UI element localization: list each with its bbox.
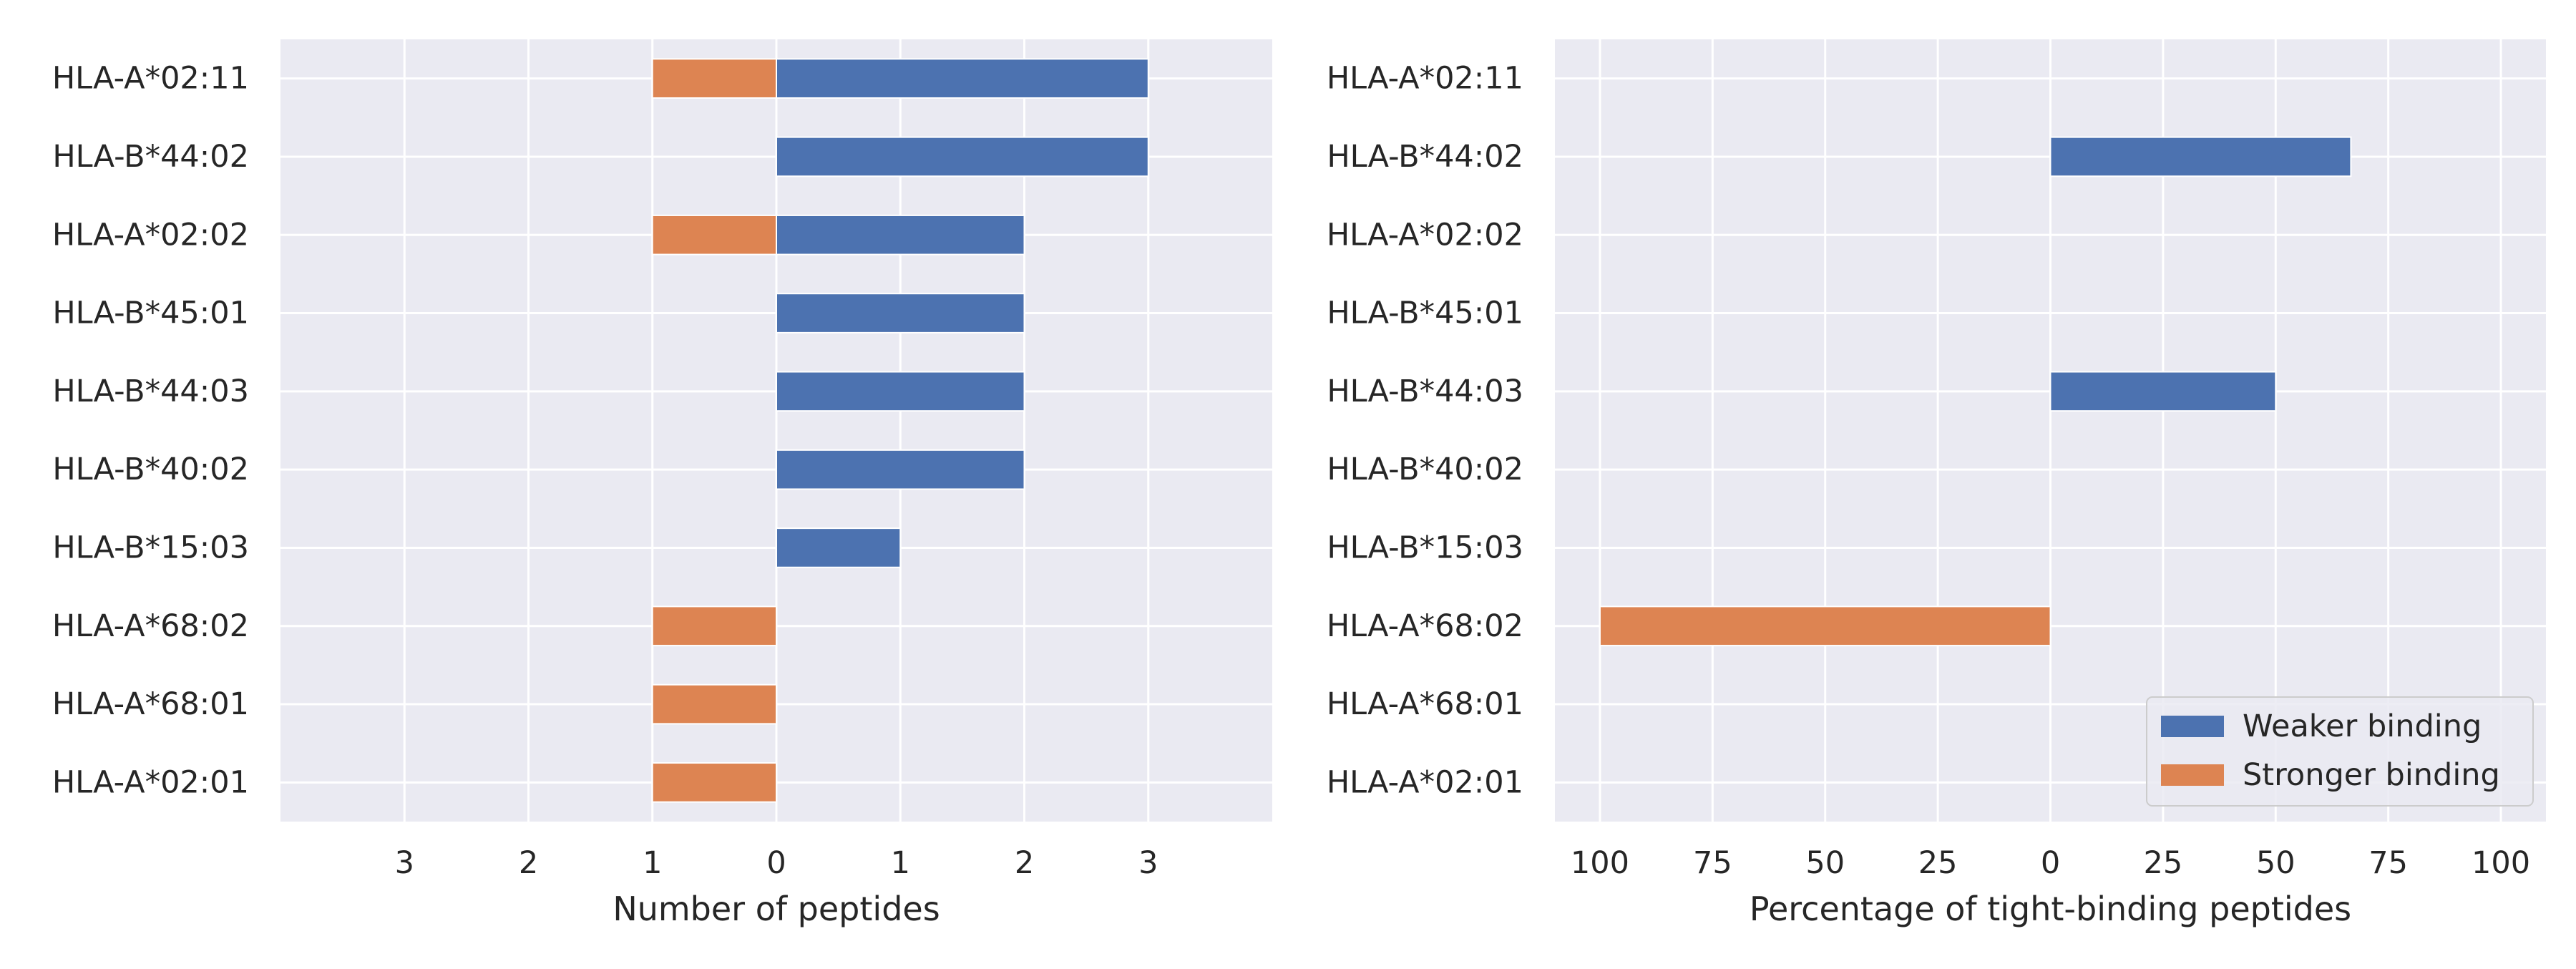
weaker-binding-bar	[2049, 136, 2352, 177]
legend-swatch	[2161, 716, 2224, 737]
y-tick-label: HLA-A*02:02	[52, 217, 249, 253]
x-tick-label: 50	[2256, 845, 2296, 881]
y-tick-label: HLA-B*44:02	[52, 139, 249, 175]
x-axis-label: Number of peptides	[613, 890, 940, 928]
x-tick-label: 100	[2472, 845, 2530, 881]
y-tick-label: HLA-A*02:11	[52, 61, 249, 97]
x-tick-label: 2	[519, 845, 538, 881]
y-tick-label: HLA-A*68:01	[1327, 686, 1523, 722]
weaker-binding-bar	[776, 293, 1025, 333]
x-tick-label: 25	[2144, 845, 2183, 881]
x-axis-label: Percentage of tight-binding peptides	[1750, 890, 2351, 928]
legend: Weaker binding Stronger binding	[2146, 696, 2534, 807]
weaker-binding-bar	[776, 449, 1025, 490]
y-tick-label: HLA-B*44:03	[52, 374, 249, 409]
y-tick-label: HLA-A*02:01	[1327, 764, 1523, 800]
stronger-binding-bar	[651, 58, 777, 99]
stronger-binding-bar	[651, 605, 777, 647]
legend-label: Weaker binding	[2243, 709, 2482, 744]
weaker-binding-bar	[776, 371, 1025, 412]
left-chart-panel: HLA-A*02:11 HLA-B*44:02 HLA-A*02:02 HLA-B*4…	[52, 39, 1272, 928]
weaker-binding-bar	[776, 527, 902, 568]
y-tick-label: HLA-A*02:01	[52, 764, 249, 800]
right-chart-panel: HLA-A*02:11 HLA-B*44:02 HLA-A*02:02 HLA-B*4…	[1327, 39, 2546, 928]
weaker-binding-bar	[776, 136, 1149, 177]
y-tick-label: HLA-B*40:02	[52, 452, 249, 487]
y-tick-label: HLA-B*40:02	[1327, 452, 1523, 487]
x-tick-label: 75	[2368, 845, 2408, 881]
x-tick-label: 1	[643, 845, 662, 881]
x-tick-label: 3	[1138, 845, 1158, 881]
y-tick-label: HLA-B*15:03	[52, 530, 249, 565]
x-tick-label: 50	[1805, 845, 1845, 881]
legend-label: Stronger binding	[2243, 757, 2500, 793]
x-tick-label: 0	[766, 845, 786, 881]
stronger-binding-bar	[651, 214, 777, 255]
y-tick-label: HLA-A*68:02	[52, 608, 249, 644]
x-tick-label: 2	[1015, 845, 1034, 881]
weaker-binding-bar	[2049, 371, 2277, 412]
y-tick-label: HLA-A*02:11	[1327, 61, 1523, 97]
y-tick-label: HLA-B*45:01	[1327, 296, 1523, 331]
legend-swatch	[2161, 764, 2224, 786]
stronger-binding-bar	[651, 762, 777, 803]
x-tick-label: 75	[1693, 845, 1732, 881]
x-tick-label: 100	[1571, 845, 1629, 881]
stronger-binding-bar	[651, 683, 777, 725]
y-tick-label: HLA-A*02:02	[1327, 217, 1523, 253]
y-tick-label: HLA-A*68:01	[52, 686, 249, 722]
y-tick-label: HLA-B*45:01	[52, 296, 249, 331]
legend-box	[2146, 696, 2534, 807]
x-tick-label: 3	[395, 845, 414, 881]
weaker-binding-bar	[776, 214, 1025, 255]
y-tick-label: HLA-B*44:03	[1327, 374, 1523, 409]
y-tick-label: HLA-B*44:02	[1327, 139, 1523, 175]
y-tick-label: HLA-A*68:02	[1327, 608, 1523, 644]
y-tick-label: HLA-B*15:03	[1327, 530, 1523, 565]
weaker-binding-bar	[776, 58, 1149, 99]
x-tick-label: 1	[891, 845, 910, 881]
x-tick-label: 0	[2041, 845, 2060, 881]
x-tick-label: 25	[1918, 845, 1958, 881]
stronger-binding-bar	[1599, 605, 2051, 647]
